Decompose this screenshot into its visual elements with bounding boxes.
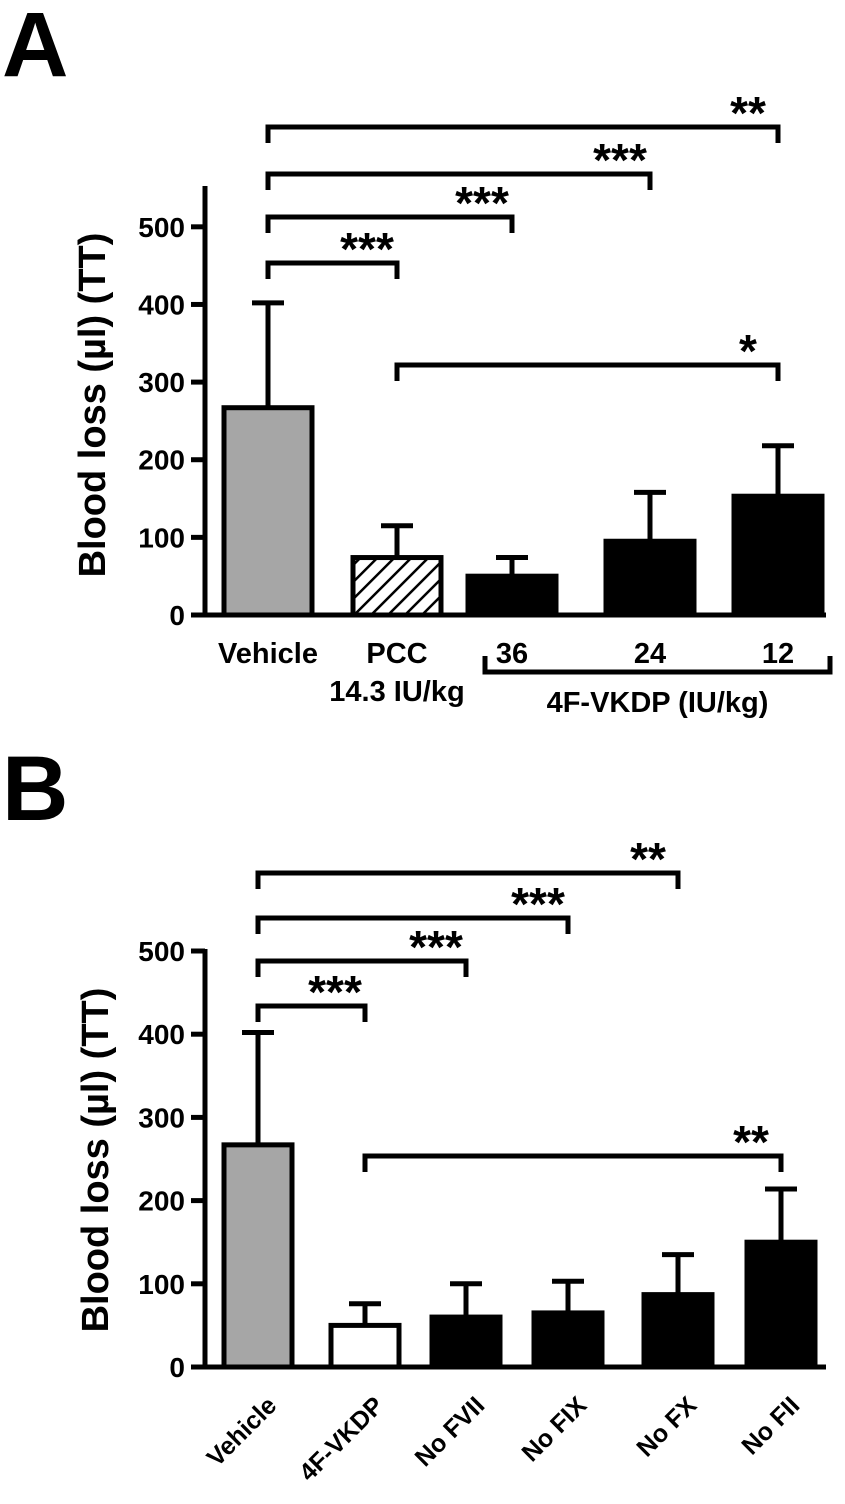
a-significance-bracket <box>265 171 653 190</box>
a-y-tick-label: 200 <box>138 445 185 476</box>
a-y-tick-label: 0 <box>169 600 185 631</box>
panel-a-significance: ************ <box>265 87 781 381</box>
b-significance-label: *** <box>308 966 362 1018</box>
b-x-tick-label: 4F-VKDP <box>294 1391 389 1486</box>
b-y-tick-label: 300 <box>138 1102 185 1133</box>
a-significance-label: *** <box>593 134 647 186</box>
a-group-label: 4F-VKDP (IU/kg) <box>547 687 769 719</box>
a-x-tick-label: PCC <box>366 638 427 670</box>
b-x-tick-label: No FIX <box>516 1391 592 1467</box>
panel-b-bars <box>221 1030 818 1370</box>
b-significance-label: *** <box>511 878 565 930</box>
b-bar <box>744 1239 818 1370</box>
a-significance-label: ** <box>730 87 766 139</box>
panel-a-label: A <box>2 0 68 96</box>
b-significance-bracket <box>362 1153 784 1172</box>
a-group-bracket <box>482 656 833 675</box>
panel-a: A Blood loss (µl) (TT) 0100200300400500 … <box>2 0 833 719</box>
panel-b-x-labels: Vehicle 4F-VKDP No FVII No FIX No FX No FII <box>202 1391 806 1487</box>
b-x-tick-label: No FII <box>736 1391 805 1460</box>
b-x-tick-label: No FX <box>631 1391 702 1462</box>
b-x-tick-label: Vehicle <box>202 1391 283 1472</box>
panel-b: B Blood loss (µl) (TT) 0100200300400500 … <box>2 738 826 1487</box>
panel-a-y-axis-title: Blood loss (µl) (TT) <box>72 233 114 578</box>
b-significance-label: ** <box>733 1116 769 1168</box>
b-significance-bracket <box>255 870 681 889</box>
a-y-tick-label: 500 <box>138 212 185 243</box>
panel-a-bars <box>221 300 825 618</box>
b-x-tick-label: No FVII <box>410 1391 491 1472</box>
a-significance-label: * <box>739 325 757 377</box>
a-significance-bracket <box>265 260 400 279</box>
b-bar <box>641 1292 715 1370</box>
b-bar <box>531 1310 605 1370</box>
a-bar <box>603 538 697 618</box>
a-bar <box>465 573 559 618</box>
a-x-tick-label: 12 <box>762 638 794 670</box>
panel-b-y-axis-title: Blood loss (µl) (TT) <box>75 988 117 1333</box>
a-x-tick-label: Vehicle <box>218 638 318 670</box>
a-significance-bracket <box>265 124 781 143</box>
a-y-tick-label: 400 <box>138 289 185 320</box>
b-y-tick-label: 400 <box>138 1019 185 1050</box>
a-bar <box>731 493 825 618</box>
panel-b-axes: 0 100 200 300 400 500 <box>138 936 826 1383</box>
a-x-tick-label: 24 <box>634 638 666 670</box>
b-y-tick-label: 500 <box>138 936 185 967</box>
b-significance-label: ** <box>630 833 666 885</box>
panel-a-x-labels: Vehicle PCC 36 24 12 14.3 IU/kg 4F-VKDP (IU/kg… <box>218 638 833 719</box>
a-bar <box>221 405 315 618</box>
a-significance-bracket <box>394 362 781 381</box>
a-y-tick-label: 300 <box>138 367 185 398</box>
b-significance-bracket <box>255 958 469 977</box>
b-bar <box>429 1314 503 1370</box>
a-significance-bracket <box>265 214 515 233</box>
panel-b-significance: ************* <box>255 833 784 1172</box>
b-significance-bracket <box>255 1003 368 1022</box>
a-x-tick-label: 36 <box>496 638 528 670</box>
panel-b-label: B <box>2 738 68 840</box>
a-x-sublabel: 14.3 IU/kg <box>329 676 464 708</box>
a-y-tick-label: 100 <box>138 522 185 553</box>
a-significance-label: *** <box>340 223 394 275</box>
b-y-tick-label: 100 <box>138 1269 185 1300</box>
a-bar <box>350 555 444 618</box>
b-significance-label: *** <box>409 921 463 973</box>
b-bar <box>328 1322 402 1370</box>
b-y-tick-label: 0 <box>169 1352 185 1383</box>
a-significance-label: *** <box>455 177 509 229</box>
b-y-tick-label: 200 <box>138 1186 185 1217</box>
b-bar <box>221 1142 295 1370</box>
b-significance-bracket <box>255 915 571 934</box>
